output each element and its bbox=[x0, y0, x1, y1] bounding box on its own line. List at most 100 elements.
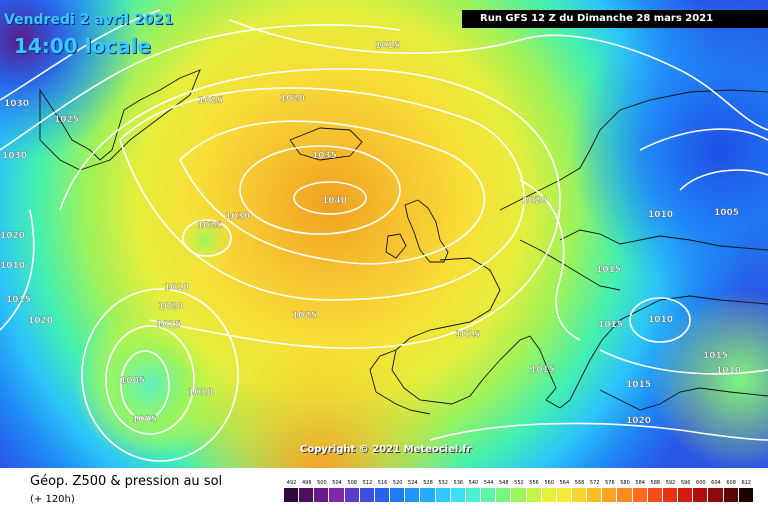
color-scale-swatch bbox=[420, 488, 436, 502]
isobar-label: 1025 bbox=[197, 221, 222, 231]
isobar-label: 1030 bbox=[2, 151, 27, 161]
color-scale-swatch bbox=[450, 488, 466, 502]
run-info-banner: Run GFS 12 Z du Dimanche 28 mars 2021 bbox=[462, 10, 768, 28]
isobar-label: 1005 bbox=[120, 376, 145, 386]
color-scale-label: 516 bbox=[377, 480, 388, 486]
color-scale-swatch bbox=[541, 488, 557, 502]
forecast-local-time: 14:00 locale bbox=[14, 34, 151, 58]
isobar-label: 1020 bbox=[0, 231, 25, 241]
isobar-label: 1020 bbox=[522, 196, 547, 206]
color-scale-label: 548 bbox=[498, 480, 509, 486]
color-scale-label: 528 bbox=[423, 480, 433, 486]
color-scale-swatch bbox=[617, 488, 633, 502]
color-scale-label: 572 bbox=[589, 480, 600, 486]
color-scale-swatch bbox=[314, 488, 330, 502]
color-scale: 492 496 500 504 508 512 516 520 524 528 532 536 540 5… bbox=[284, 480, 754, 502]
color-scale-swatch bbox=[632, 488, 648, 502]
isobar-label: 1020 bbox=[28, 316, 53, 326]
color-scale-swatch bbox=[496, 488, 512, 502]
color-scale-swatch bbox=[481, 488, 497, 502]
forecast-date: Vendredi 2 avril 2021 bbox=[4, 12, 174, 28]
color-scale-swatch bbox=[435, 488, 451, 502]
color-scale-label: 508 bbox=[347, 480, 357, 486]
legend-title: Géop. Z500 & pression au sol bbox=[30, 474, 223, 489]
isobar-label: 1015 bbox=[596, 265, 621, 275]
color-scale-swatch bbox=[723, 488, 739, 502]
isobar-label: 1005 bbox=[714, 208, 739, 218]
isobar-label: 1015 bbox=[598, 320, 623, 330]
color-scale-swatch bbox=[465, 488, 482, 502]
legend-subtitle: (+ 120h) bbox=[30, 494, 75, 505]
isobar-label: 1040 bbox=[322, 196, 347, 206]
isobar-label: 1010 bbox=[0, 261, 25, 271]
isobar-label: 1025 bbox=[54, 115, 79, 125]
isobar-label: 1035 bbox=[312, 151, 337, 161]
isobar-label: 1005 bbox=[132, 415, 157, 425]
color-scale-swatch bbox=[556, 488, 572, 502]
color-scale-label: 504 bbox=[332, 480, 342, 486]
color-scale-label: 592 bbox=[665, 480, 676, 486]
color-scale-swatch bbox=[678, 488, 694, 502]
color-scale-swatch bbox=[405, 488, 421, 502]
isobar-label: 1015 bbox=[703, 351, 728, 361]
color-scale-label: 564 bbox=[559, 480, 570, 486]
color-scale-label: 600 bbox=[696, 480, 706, 486]
color-scale-swatch bbox=[511, 488, 527, 502]
isobars bbox=[0, 9, 768, 462]
isobar-label: 1025 bbox=[198, 96, 223, 106]
isobar-label: 1020 bbox=[158, 302, 183, 312]
copyright-notice: Copyright © 2021 Meteociel.fr bbox=[300, 444, 472, 455]
isobar-label: 1030 bbox=[225, 212, 250, 222]
color-scale-label: 500 bbox=[317, 480, 327, 486]
color-scale-label: 608 bbox=[726, 480, 736, 486]
color-scale-labels: 492 496 500 504 508 512 516 520 524 528 532 536 540 5… bbox=[284, 480, 754, 486]
color-scale-swatch bbox=[708, 488, 724, 502]
color-scale-swatch bbox=[390, 488, 406, 502]
color-scale-swatch bbox=[344, 488, 360, 502]
color-scale-label: 580 bbox=[620, 480, 630, 486]
isobar-label: 1010 bbox=[164, 283, 189, 293]
color-scale-label: 540 bbox=[468, 480, 479, 486]
color-scale-label: 552 bbox=[514, 480, 524, 486]
isobar-label: 1015 bbox=[156, 320, 181, 330]
isobar-label: 1025 bbox=[292, 311, 317, 321]
color-scale-label: 612 bbox=[741, 480, 752, 486]
color-scale-swatch bbox=[587, 488, 603, 502]
isobar-label: 1010 bbox=[648, 315, 673, 325]
color-scale-label: 584 bbox=[635, 480, 645, 486]
color-scale-swatch bbox=[647, 488, 663, 502]
isobar-label: 1010 bbox=[188, 388, 213, 398]
color-scale-label: 496 bbox=[301, 480, 312, 486]
isobar-label: 1010 bbox=[648, 210, 673, 220]
weather-map: 1015 1025 1020 1030 1025 1030 1035 1040 … bbox=[0, 0, 768, 468]
color-scale-label: 544 bbox=[483, 480, 494, 486]
warm-air-south bbox=[0, 0, 768, 468]
color-scale-label: 604 bbox=[711, 480, 721, 486]
color-scale-label: 492 bbox=[286, 480, 297, 486]
color-scale-swatch bbox=[693, 488, 709, 502]
isobar-label: 1015 bbox=[6, 295, 31, 305]
color-scale-label: 520 bbox=[392, 480, 403, 486]
color-scale-label: 512 bbox=[362, 480, 373, 486]
isobar-label: 1015 bbox=[375, 41, 400, 51]
isobar-label: 1015 bbox=[455, 330, 480, 340]
color-scale-swatch bbox=[329, 488, 345, 502]
color-scale-label: 524 bbox=[408, 480, 418, 486]
color-scale-label: 576 bbox=[605, 480, 615, 486]
color-scale-swatch bbox=[571, 488, 588, 502]
color-scale-swatch bbox=[526, 488, 542, 502]
isobar-label: 1030 bbox=[4, 99, 29, 109]
color-scale-label: 568 bbox=[574, 480, 585, 486]
color-scale-label: 532 bbox=[438, 480, 448, 486]
color-scale-swatch bbox=[299, 488, 315, 502]
color-scale-swatch bbox=[359, 488, 375, 502]
color-scale-label: 596 bbox=[680, 480, 691, 486]
isobar-label: 1020 bbox=[280, 94, 305, 104]
color-scale-label: 560 bbox=[544, 480, 554, 486]
isobar-labels: 1015 1025 1020 1030 1025 1030 1035 1040 … bbox=[0, 41, 741, 426]
isobar-label: 1015 bbox=[626, 380, 651, 390]
color-scale-swatch bbox=[602, 488, 618, 502]
isobar-label: 1020 bbox=[626, 416, 651, 426]
color-scale-swatch bbox=[374, 488, 391, 502]
